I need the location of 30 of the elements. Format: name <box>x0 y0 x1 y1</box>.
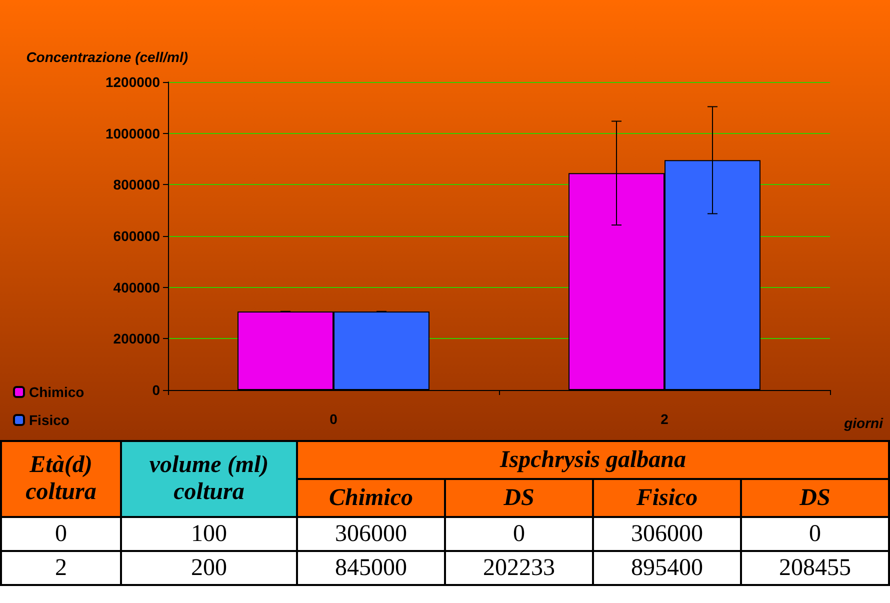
text: Età(d) coltura <box>1 441 121 517</box>
y-tick-label: 0 <box>152 382 160 398</box>
text: 306000 <box>593 517 741 551</box>
text: 202233 <box>445 551 593 585</box>
text: Ispchrysis galbana <box>297 441 889 479</box>
text: DS <box>800 484 830 510</box>
text: 895400 <box>593 551 741 585</box>
text: Chimico <box>328 484 413 510</box>
y-tick-label: 600000 <box>113 228 160 244</box>
legend-label: Chimico <box>29 384 84 400</box>
text: 845000 <box>297 551 445 585</box>
y-axis-title: Concentrazione (cell/ml) <box>26 49 188 65</box>
text: 306000 <box>297 517 445 551</box>
category-label: 2 <box>55 554 67 580</box>
y-tick-label: 800000 <box>113 176 160 193</box>
text: 200 <box>121 551 297 585</box>
x-axis-title: giorni <box>843 415 884 431</box>
y-tick-label: 200000 <box>113 330 160 347</box>
y-tick-label: 400000 <box>113 279 160 296</box>
text: 208455 <box>741 551 889 585</box>
legend-label: Fisico <box>29 412 70 428</box>
text: 0 <box>55 520 67 546</box>
text: volume (ml) coltura <box>121 441 297 517</box>
text: 0 <box>741 517 889 551</box>
text: Fisico <box>636 484 698 510</box>
y-tick-label: 1200000 <box>105 74 160 90</box>
text: 100 <box>121 517 297 551</box>
y-tick-label: 1000000 <box>105 125 160 142</box>
text: 0 <box>445 517 593 551</box>
text: DS <box>445 479 593 517</box>
